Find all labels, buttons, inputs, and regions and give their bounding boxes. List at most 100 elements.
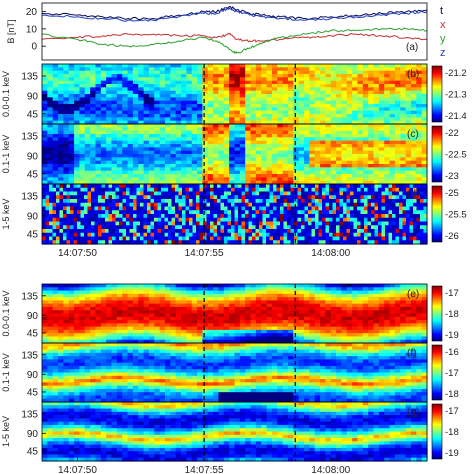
heatmap-cell [371,214,376,219]
heatmap-cell [74,77,81,82]
heatmap-cell [266,117,273,122]
heatmap-cell [362,134,369,138]
heatmap-cell [95,313,102,318]
heatmap-cell [143,184,148,189]
heatmap-cell [217,202,222,208]
heatmap-cell [385,206,390,211]
heatmap-cell [143,313,150,318]
heatmap-cell [175,229,180,234]
heatmap-cell [255,180,262,185]
heatmap-cell [367,184,372,189]
heatmap-cell [59,202,64,208]
heatmap-cell [309,94,316,98]
heatmap-cell [178,240,183,245]
heatmap-cell [320,77,327,82]
heatmap-cell [261,80,268,85]
heatmap-cell [320,94,327,98]
heatmap-cell [269,202,274,208]
heatmap-cell [273,225,278,230]
heatmap-cell [308,236,313,241]
heatmap-cell [164,187,169,193]
heatmap-cell [239,130,246,135]
heatmap-cell [368,144,375,148]
heatmap-cell [223,90,230,95]
heatmap-cell [143,70,150,75]
heatmap-cell [410,130,417,135]
heatmap-cell [95,70,102,75]
heatmap-cell [402,191,407,196]
heatmap-cell [168,217,173,223]
heatmap-cell [116,74,123,78]
heatmap-cell [154,225,159,230]
heatmap-cell [132,303,139,308]
heatmap-cell [159,290,166,295]
heatmap-cell [143,84,150,88]
heatmap-cell [106,77,113,82]
heatmap-cell [245,191,250,196]
heatmap-cell [394,87,401,92]
heatmap-cell [186,140,193,145]
heatmap-cell [170,310,177,315]
heatmap-cell [106,316,113,321]
heatmap-cell [350,217,355,223]
heatmap-cell [266,174,273,178]
heatmap-cell [79,290,86,295]
heatmap-cell [297,240,302,245]
heatmap-cell [171,191,176,196]
heatmap-cell [119,240,124,245]
heatmap-cell [421,160,428,165]
heatmap-cell [374,232,379,238]
heatmap-cell [280,187,285,193]
heatmap-cell [58,124,64,128]
heatmap-cell [181,174,187,178]
heatmap-cell [282,100,289,105]
heatmap-cell [294,240,299,245]
heatmap-cell [133,214,138,219]
heatmap-cell [388,199,393,204]
heatmap-cell [42,177,48,182]
heatmap-cell [314,137,321,142]
heatmap-cell [197,177,204,182]
heatmap-cell [416,140,423,145]
heatmap-cell [63,160,70,165]
heatmap-cell [213,326,220,331]
heatmap-cell [394,134,401,138]
heatmap-cell [353,187,358,193]
heatmap-cell [402,202,407,208]
heatmap-cell [339,225,344,230]
heatmap-cell [199,191,204,196]
heatmap-cell [45,229,50,234]
heatmap-cell [138,157,145,162]
heatmap-cell [227,199,232,204]
heatmap-cell [111,107,118,112]
heatmap-cell [100,100,107,105]
heatmap-cell [136,225,141,230]
heatmap-cell [394,117,401,122]
heatmap-cell [301,184,306,189]
heatmap-cell [66,191,71,196]
heatmap-cell [218,77,225,82]
heatmap-cell [293,100,300,105]
heatmap-cell [186,67,193,72]
heatmap-cell [241,236,246,241]
heatmap-cell [423,217,428,223]
heatmap-cell [42,306,48,311]
heatmap-cell [308,195,313,200]
heatmap-cell [245,184,250,189]
heatmap-cell [90,70,97,75]
heatmap-cell [410,110,417,115]
heatmap-cell [336,134,343,138]
heatmap-cell [181,114,187,118]
heatmap-cell [138,290,145,295]
heatmap-cell [95,127,102,132]
heatmap-cell [346,167,353,172]
heatmap-cell [52,77,59,82]
heatmap-cell [80,221,85,226]
heatmap-cell [116,130,123,135]
heatmap-cell [277,144,284,148]
heatmap-cell [320,97,327,102]
heatmap-cell [186,134,193,138]
heatmap-cell [42,127,48,132]
heatmap-cell [357,110,364,115]
heatmap-cell [218,333,225,338]
